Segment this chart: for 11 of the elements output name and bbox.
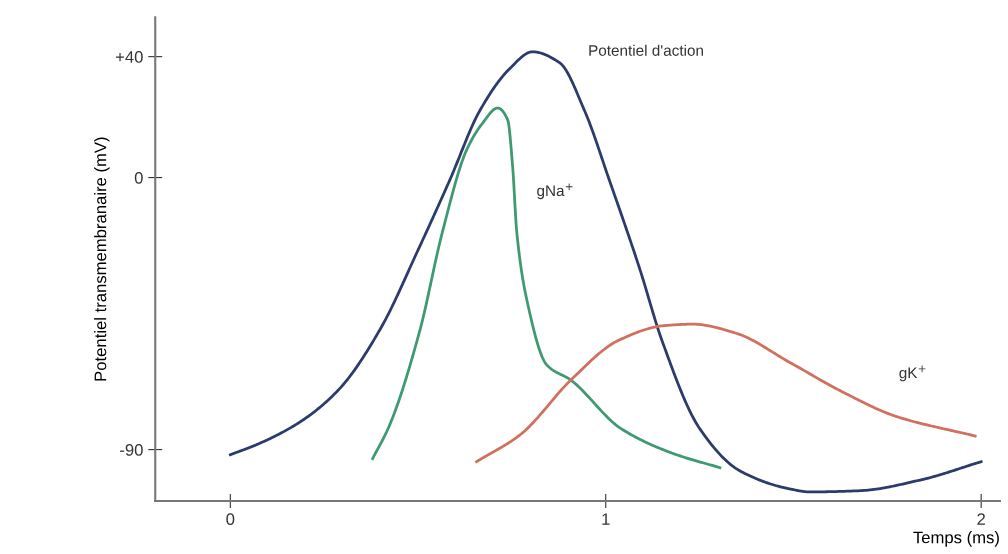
y-tick-label: 0	[134, 171, 143, 184]
x-tick-label: 0	[226, 513, 235, 526]
series-label: Potentiel d'action	[589, 44, 703, 56]
y-tick-label: +40	[115, 51, 143, 63]
y-axis-title: Potentiel transmembranaire (mV)	[94, 137, 110, 381]
x-tick-label: 2	[977, 513, 985, 525]
y-tick-label: -90	[120, 444, 143, 456]
x-axis-title: Temps (ms)	[913, 531, 999, 547]
text: gK$^{+}$	[899, 365, 926, 382]
x-tick-label: 1	[602, 513, 610, 525]
series-label: gNa$^{+}$	[537, 183, 573, 200]
